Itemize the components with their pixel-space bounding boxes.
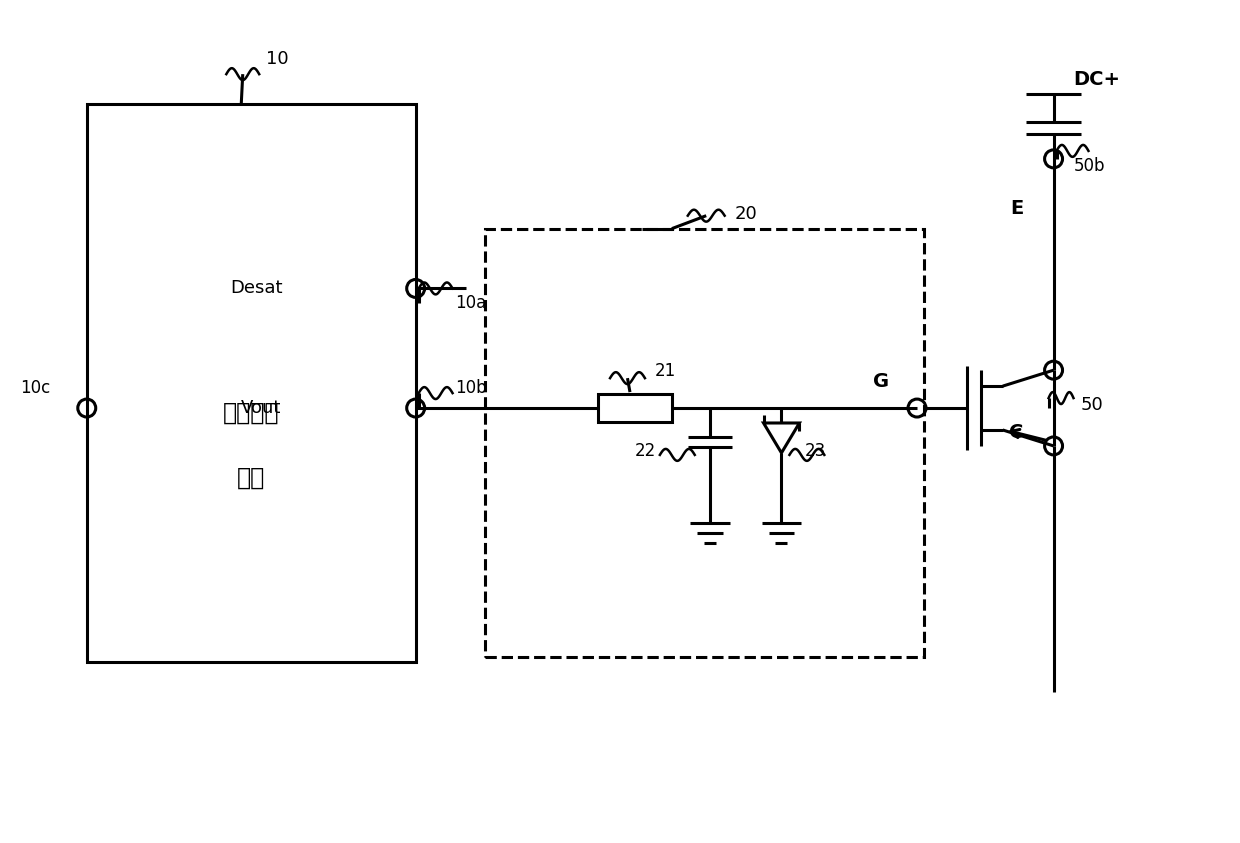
Text: 10b: 10b [455, 379, 487, 397]
Text: 50b: 50b [1074, 157, 1105, 175]
Text: 10: 10 [267, 51, 289, 68]
Text: 单元: 单元 [237, 466, 265, 490]
Polygon shape [764, 423, 800, 453]
Text: 50: 50 [1080, 396, 1104, 414]
Text: 10a: 10a [455, 294, 487, 313]
Text: C: C [1009, 423, 1024, 443]
Text: 22: 22 [635, 442, 656, 460]
Bar [485, 228, 924, 658]
Text: 20: 20 [734, 205, 758, 223]
Text: G: G [873, 372, 889, 390]
Text: 10c: 10c [20, 379, 50, 397]
Text: Desat: Desat [229, 279, 283, 298]
Text: 23: 23 [805, 442, 826, 460]
Text: 第一驱动: 第一驱动 [223, 401, 279, 425]
Text: DC+: DC+ [1074, 70, 1121, 89]
Bar [87, 104, 415, 663]
Bar [598, 394, 672, 422]
Text: Vout: Vout [241, 399, 281, 417]
Text: E: E [1011, 199, 1024, 218]
Text: 21: 21 [655, 362, 676, 380]
